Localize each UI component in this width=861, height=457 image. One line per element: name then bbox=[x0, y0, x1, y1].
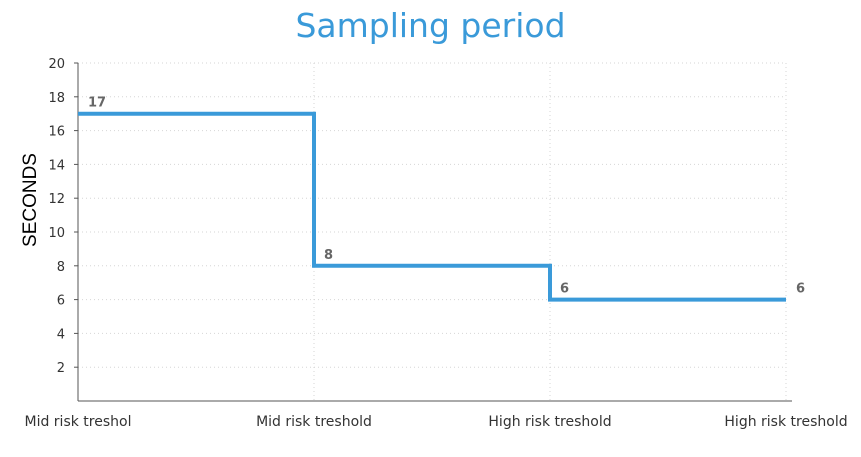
data-label: 6 bbox=[560, 282, 569, 297]
x-tick-label: High risk treshold bbox=[724, 414, 847, 430]
data-label: 8 bbox=[324, 248, 333, 263]
axes bbox=[74, 62, 792, 402]
y-tick-labels: 2 4 6 8 10 12 14 16 18 20 bbox=[48, 57, 65, 376]
x-tick-label: Mid risk treshol bbox=[25, 414, 132, 430]
y-tick-label: 2 bbox=[57, 361, 65, 376]
y-tick-label: 12 bbox=[48, 192, 65, 207]
x-tick-label: High risk treshold bbox=[488, 414, 611, 430]
y-tick-label: 16 bbox=[48, 125, 65, 140]
data-label: 17 bbox=[88, 96, 106, 111]
y-tick-label: 20 bbox=[48, 57, 65, 72]
data-label: 6 bbox=[796, 282, 805, 297]
x-tick-labels: Mid risk treshol Mid risk treshold High ri… bbox=[25, 414, 848, 430]
y-tick-label: 8 bbox=[57, 260, 65, 275]
x-tick-label: Mid risk treshold bbox=[256, 414, 372, 430]
y-tick-label: 6 bbox=[57, 294, 65, 309]
y-axis-label: SECONDS bbox=[20, 153, 41, 247]
series-lines bbox=[78, 111, 786, 302]
series-line bbox=[78, 111, 786, 302]
y-tick-label: 4 bbox=[57, 327, 65, 342]
y-tick-label: 14 bbox=[48, 158, 65, 173]
y-tick-label: 10 bbox=[48, 226, 65, 241]
data-labels: 17 8 6 6 bbox=[88, 96, 805, 297]
chart-title: Sampling period bbox=[295, 6, 566, 45]
y-tick-label: 18 bbox=[48, 91, 65, 106]
